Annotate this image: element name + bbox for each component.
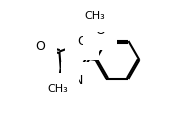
Text: O: O	[95, 24, 105, 37]
Text: CH₃: CH₃	[84, 11, 105, 21]
Text: O: O	[77, 35, 87, 48]
Text: N: N	[73, 74, 83, 87]
Text: CH₃: CH₃	[47, 84, 68, 94]
Text: O: O	[35, 40, 45, 53]
